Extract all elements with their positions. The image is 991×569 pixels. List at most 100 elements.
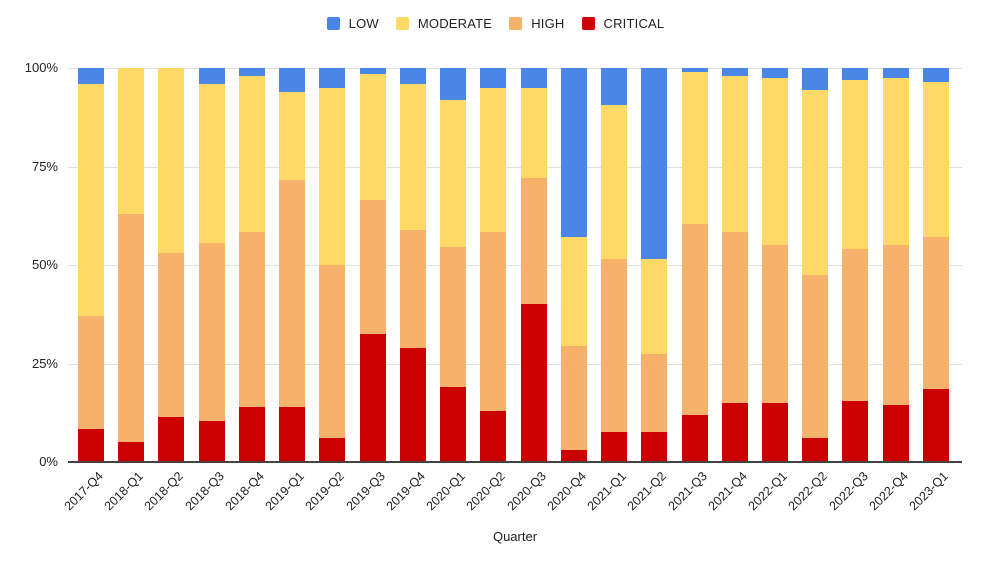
- bar-segment-high[interactable]: [882, 245, 909, 405]
- bar-2021-Q1[interactable]: [601, 68, 628, 462]
- bar-segment-moderate[interactable]: [520, 87, 547, 179]
- bar-segment-low[interactable]: [802, 68, 829, 90]
- bar-segment-moderate[interactable]: [882, 77, 909, 246]
- bar-2023-Q1[interactable]: [922, 68, 949, 462]
- bar-2018-Q2[interactable]: [158, 68, 185, 462]
- bar-2020-Q1[interactable]: [440, 68, 467, 462]
- bar-2019-Q3[interactable]: [359, 68, 386, 462]
- bar-segment-low[interactable]: [922, 68, 949, 82]
- bar-2022-Q3[interactable]: [842, 68, 869, 462]
- bar-segment-high[interactable]: [198, 243, 225, 421]
- bar-segment-low[interactable]: [761, 68, 788, 78]
- bar-2022-Q4[interactable]: [882, 68, 909, 462]
- bar-segment-moderate[interactable]: [198, 83, 225, 244]
- bar-2019-Q4[interactable]: [399, 68, 426, 462]
- bar-segment-high[interactable]: [440, 247, 467, 388]
- bar-segment-critical[interactable]: [842, 400, 869, 462]
- bar-segment-low[interactable]: [279, 68, 306, 92]
- bar-segment-moderate[interactable]: [279, 91, 306, 181]
- bar-segment-low[interactable]: [681, 68, 708, 72]
- bar-segment-low[interactable]: [480, 68, 507, 88]
- bar-segment-critical[interactable]: [279, 406, 306, 462]
- bar-segment-critical[interactable]: [158, 416, 185, 462]
- bar-segment-moderate[interactable]: [480, 87, 507, 232]
- bar-segment-moderate[interactable]: [641, 259, 668, 354]
- bar-segment-high[interactable]: [922, 237, 949, 390]
- bar-segment-moderate[interactable]: [761, 77, 788, 246]
- bar-segment-high[interactable]: [158, 253, 185, 417]
- bar-segment-moderate[interactable]: [399, 83, 426, 230]
- bar-segment-high[interactable]: [279, 180, 306, 407]
- bar-segment-moderate[interactable]: [158, 68, 185, 254]
- bar-segment-moderate[interactable]: [440, 99, 467, 248]
- bar-segment-low[interactable]: [842, 68, 869, 80]
- bar-segment-high[interactable]: [480, 231, 507, 411]
- bar-segment-critical[interactable]: [922, 389, 949, 462]
- bar-segment-moderate[interactable]: [78, 83, 104, 317]
- bar-segment-low[interactable]: [359, 68, 386, 74]
- bar-2019-Q1[interactable]: [279, 68, 306, 462]
- bar-segment-high[interactable]: [319, 265, 346, 439]
- bar-segment-moderate[interactable]: [922, 81, 949, 238]
- bar-segment-low[interactable]: [560, 68, 587, 238]
- bar-segment-moderate[interactable]: [238, 75, 265, 232]
- bar-segment-low[interactable]: [440, 68, 467, 100]
- bar-2022-Q1[interactable]: [761, 68, 788, 462]
- bar-segment-moderate[interactable]: [118, 68, 145, 214]
- bar-segment-high[interactable]: [118, 213, 145, 443]
- bar-segment-low[interactable]: [882, 68, 909, 78]
- bar-segment-high[interactable]: [399, 229, 426, 348]
- bar-segment-critical[interactable]: [882, 404, 909, 462]
- bar-segment-high[interactable]: [802, 274, 829, 439]
- bar-2021-Q3[interactable]: [681, 68, 708, 462]
- bar-segment-moderate[interactable]: [319, 87, 346, 266]
- bar-segment-critical[interactable]: [198, 420, 225, 462]
- bar-segment-moderate[interactable]: [601, 105, 628, 260]
- bar-2020-Q4[interactable]: [560, 68, 587, 462]
- bar-2018-Q1[interactable]: [118, 68, 145, 462]
- bar-segment-low[interactable]: [319, 68, 346, 88]
- bar-segment-critical[interactable]: [359, 333, 386, 462]
- bar-segment-critical[interactable]: [480, 410, 507, 462]
- bar-2021-Q4[interactable]: [721, 68, 748, 462]
- bar-segment-critical[interactable]: [601, 432, 628, 462]
- bar-segment-critical[interactable]: [118, 442, 145, 462]
- bar-segment-high[interactable]: [641, 353, 668, 433]
- bar-2019-Q2[interactable]: [319, 68, 346, 462]
- bar-segment-moderate[interactable]: [681, 71, 708, 224]
- legend-item-high[interactable]: HIGH: [509, 16, 564, 31]
- bar-segment-low[interactable]: [520, 68, 547, 88]
- bar-2021-Q2[interactable]: [641, 68, 668, 462]
- legend-item-low[interactable]: LOW: [326, 16, 379, 31]
- bar-segment-low[interactable]: [601, 68, 628, 106]
- bar-segment-critical[interactable]: [681, 414, 708, 462]
- bar-segment-critical[interactable]: [440, 387, 467, 462]
- bar-segment-low[interactable]: [641, 68, 668, 260]
- bar-segment-critical[interactable]: [520, 304, 547, 462]
- bar-segment-moderate[interactable]: [842, 79, 869, 250]
- bar-segment-high[interactable]: [681, 223, 708, 415]
- bar-segment-low[interactable]: [399, 68, 426, 84]
- bar-segment-high[interactable]: [238, 231, 265, 407]
- bar-segment-critical[interactable]: [319, 438, 346, 462]
- bar-segment-moderate[interactable]: [560, 237, 587, 346]
- bar-2022-Q2[interactable]: [802, 68, 829, 462]
- bar-2017-Q4[interactable]: [78, 68, 104, 462]
- bar-2020-Q3[interactable]: [520, 68, 547, 462]
- bar-segment-moderate[interactable]: [802, 89, 829, 275]
- bar-segment-critical[interactable]: [721, 402, 748, 462]
- bar-segment-high[interactable]: [520, 178, 547, 305]
- bar-segment-critical[interactable]: [238, 406, 265, 462]
- bar-segment-critical[interactable]: [761, 402, 788, 462]
- bar-segment-high[interactable]: [601, 259, 628, 433]
- bar-segment-high[interactable]: [560, 345, 587, 451]
- bar-segment-moderate[interactable]: [359, 73, 386, 200]
- bar-segment-moderate[interactable]: [721, 75, 748, 232]
- bar-segment-critical[interactable]: [399, 347, 426, 462]
- bar-2018-Q3[interactable]: [198, 68, 225, 462]
- bar-2018-Q4[interactable]: [238, 68, 265, 462]
- bar-segment-high[interactable]: [842, 249, 869, 401]
- bar-segment-critical[interactable]: [641, 432, 668, 462]
- bar-segment-high[interactable]: [761, 245, 788, 403]
- bar-segment-low[interactable]: [238, 68, 265, 76]
